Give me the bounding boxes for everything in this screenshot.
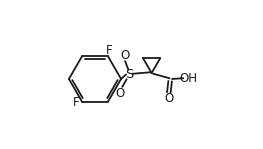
Text: O: O xyxy=(115,87,124,100)
Text: O: O xyxy=(164,92,173,105)
Text: F: F xyxy=(73,96,79,109)
Text: O: O xyxy=(120,49,130,62)
Text: F: F xyxy=(106,44,113,57)
Text: S: S xyxy=(125,68,133,81)
Text: OH: OH xyxy=(180,72,198,85)
